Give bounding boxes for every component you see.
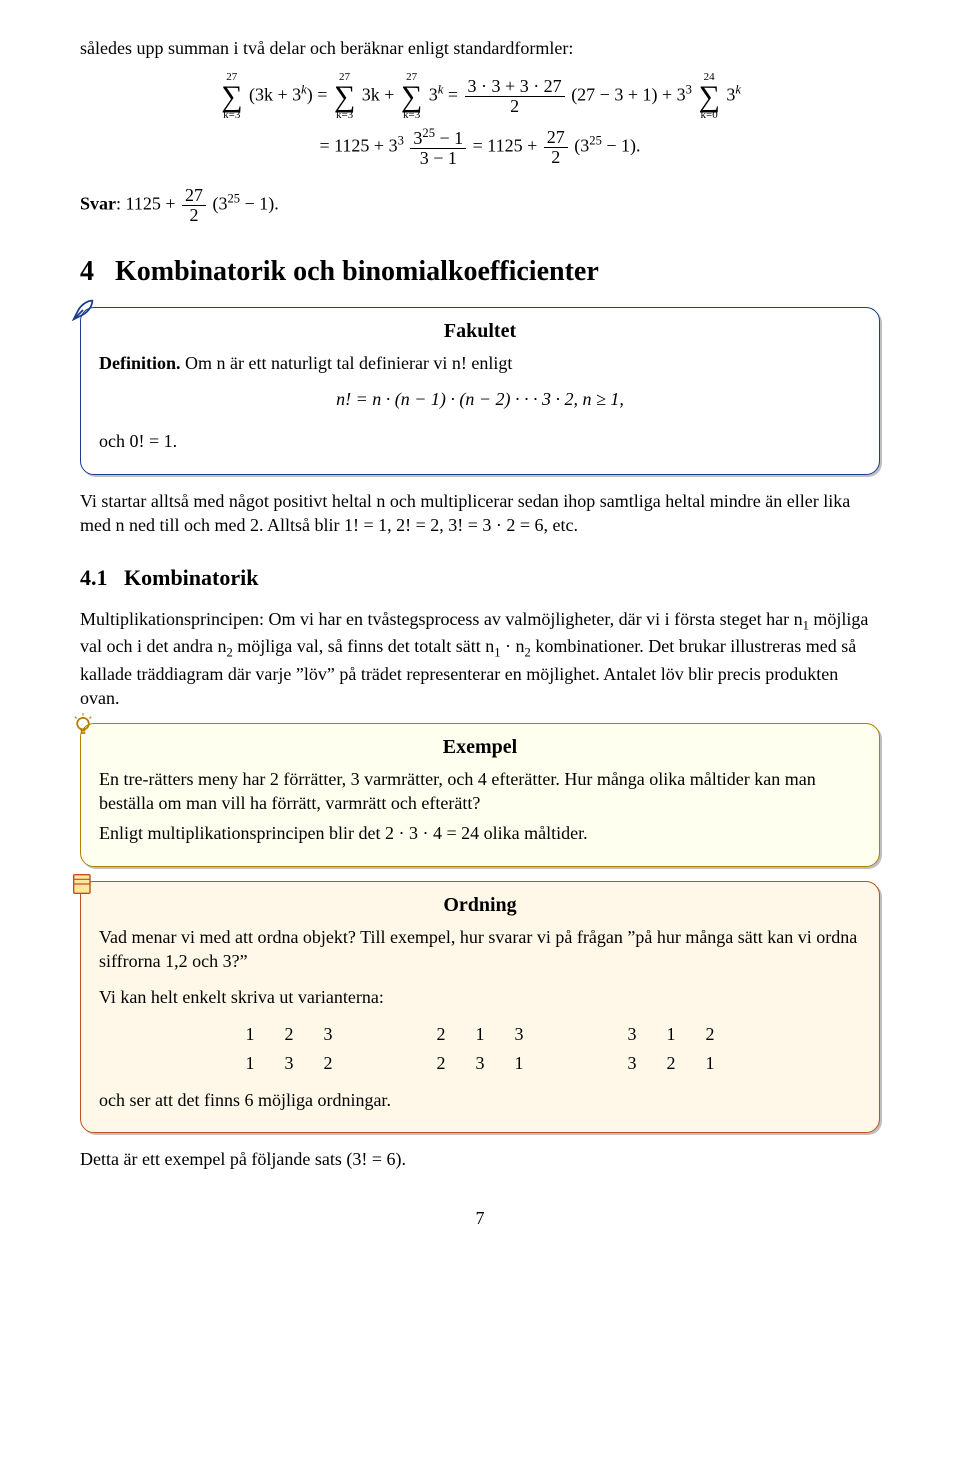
factorial-formula: n! = n · (n − 1) · (n − 2) · · · 3 · 2, … bbox=[99, 387, 861, 411]
page-number: 7 bbox=[80, 1206, 880, 1230]
paragraph-factorial-explain: Vi startar alltså med något positivt hel… bbox=[80, 489, 880, 538]
example-line-1: En tre-rätters meny har 2 förrätter, 3 v… bbox=[99, 767, 861, 816]
feather-icon bbox=[69, 296, 97, 324]
equation-block-1: 27∑k=3 (3k + 3k) = 27∑k=3 3k + 27∑k=3 3k… bbox=[80, 72, 880, 168]
svar-label: Svar bbox=[80, 194, 116, 214]
table-row: 123 213 312 bbox=[232, 1021, 729, 1047]
permutation-table: 123 213 312 132 231 321 bbox=[230, 1019, 731, 1078]
section-4-heading: 4 Kombinatorik och binomialkoefficienter bbox=[80, 253, 880, 291]
table-row: 132 231 321 bbox=[232, 1050, 729, 1076]
section-4-1-heading: 4.1 Kombinatorik bbox=[80, 563, 880, 593]
svar-line: Svar: 1125 + 272 (325 − 1). bbox=[80, 186, 880, 225]
closing-paragraph: Detta är ett exempel på följande sats (3… bbox=[80, 1147, 880, 1171]
example-box: Exempel En tre-rätters meny har 2 förrät… bbox=[80, 723, 880, 867]
ordering-box: Ordning Vad menar vi med att ordna objek… bbox=[80, 881, 880, 1134]
paragraph-multiplication-principle: Multiplikationsprincipen: Om vi har en t… bbox=[80, 607, 880, 711]
intro-text: således upp summan i två delar och beräk… bbox=[80, 36, 880, 60]
definition-text: Definition. Om n är ett naturligt tal de… bbox=[99, 351, 861, 375]
definition-tail: och 0! = 1. bbox=[99, 429, 861, 453]
definition-box-fakultet: Fakultet Definition. Om n är ett naturli… bbox=[80, 307, 880, 475]
ordering-line-3: och ser att det finns 6 möjliga ordninga… bbox=[99, 1088, 861, 1112]
book-icon bbox=[69, 870, 97, 898]
lightbulb-icon bbox=[69, 712, 97, 740]
example-line-2: Enligt multiplikationsprincipen blir det… bbox=[99, 821, 861, 845]
callout-title: Ordning bbox=[99, 892, 861, 919]
callout-title: Fakultet bbox=[99, 318, 861, 345]
ordering-line-2: Vi kan helt enkelt skriva ut varianterna… bbox=[99, 985, 861, 1009]
callout-title: Exempel bbox=[99, 734, 861, 761]
ordering-line-1: Vad menar vi med att ordna objekt? Till … bbox=[99, 925, 861, 974]
